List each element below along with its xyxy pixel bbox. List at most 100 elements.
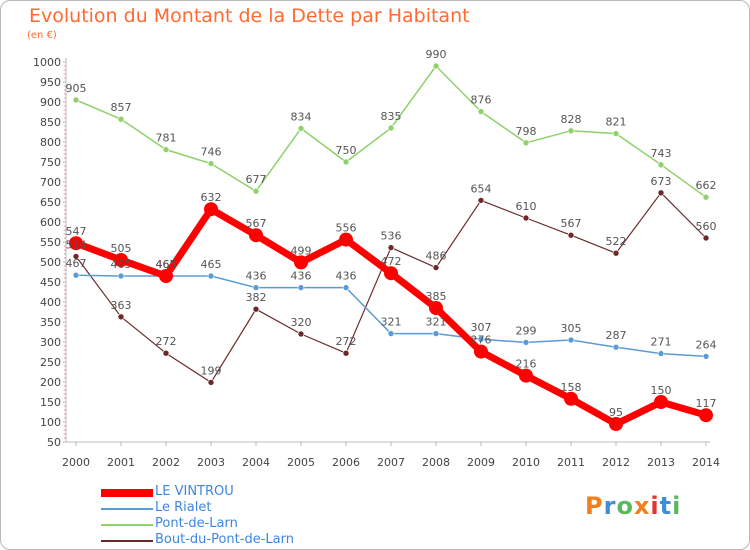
data-point <box>207 160 215 167</box>
x-tick-label: 2004 <box>242 456 270 469</box>
data-label: 271 <box>651 336 672 349</box>
data-label: 673 <box>651 175 672 188</box>
data-point <box>69 236 83 251</box>
data-label: 662 <box>696 179 717 192</box>
x-tick-label: 2011 <box>557 456 585 469</box>
data-label: 287 <box>606 329 627 342</box>
data-point <box>567 336 575 344</box>
data-point <box>162 349 170 357</box>
data-label: 320 <box>291 316 312 329</box>
data-point <box>114 253 128 267</box>
legend-swatch <box>101 508 153 510</box>
y-tick-label: 950 <box>40 76 61 89</box>
logo-letter: x <box>633 492 651 520</box>
data-label: 536 <box>381 230 402 243</box>
data-label: 750 <box>336 144 357 157</box>
data-point <box>432 62 440 70</box>
data-point <box>429 301 443 315</box>
data-point <box>342 158 350 166</box>
x-tick-label: 2009 <box>467 456 495 469</box>
legend-label: Pont-de-Larn <box>155 516 238 531</box>
data-label: 857 <box>111 101 132 114</box>
data-point <box>294 255 308 270</box>
data-point <box>339 232 353 247</box>
data-point <box>657 189 665 197</box>
y-tick-label: 350 <box>40 316 61 329</box>
data-label: 117 <box>696 397 717 410</box>
data-point <box>342 284 350 291</box>
legend-swatch <box>101 524 153 526</box>
data-point <box>522 339 530 346</box>
legend-label: Le Rialet <box>155 500 212 515</box>
y-tick-label: 50 <box>47 436 61 449</box>
data-point <box>117 115 125 123</box>
logo-letter: t <box>659 492 673 520</box>
data-point <box>297 125 305 132</box>
data-label: 436 <box>336 270 357 283</box>
data-point <box>252 187 260 195</box>
data-label: 654 <box>471 182 492 195</box>
logo-letter: i <box>672 492 682 520</box>
y-tick-label: 100 <box>40 416 61 429</box>
data-point <box>387 124 395 132</box>
data-label: 514 <box>66 238 87 251</box>
data-point <box>657 350 665 357</box>
data-label: 486 <box>426 250 447 263</box>
data-label: 798 <box>516 125 537 138</box>
x-tick-label: 2000 <box>62 456 90 469</box>
data-point <box>342 349 350 357</box>
y-tick-label: 550 <box>40 236 61 249</box>
data-point <box>564 391 578 406</box>
data-point <box>207 272 215 280</box>
data-point <box>72 253 80 260</box>
data-point <box>117 313 125 321</box>
proxiti-logo: Proxiti <box>585 492 681 520</box>
data-point <box>477 335 485 343</box>
data-label: 560 <box>696 220 717 233</box>
data-label: 465 <box>156 258 177 271</box>
data-label: 610 <box>516 200 537 213</box>
x-tick-label: 2014 <box>692 456 720 469</box>
logo-letter: i <box>650 492 660 520</box>
data-label: 199 <box>201 364 222 377</box>
data-point <box>477 108 485 115</box>
data-label: 522 <box>606 235 627 248</box>
data-point <box>252 284 260 291</box>
data-point <box>522 139 530 147</box>
series-line <box>75 192 707 383</box>
legend-label: LE VINTROU <box>155 484 234 499</box>
data-point <box>702 353 710 360</box>
data-label: 834 <box>291 110 312 123</box>
data-point <box>207 379 215 386</box>
data-label: 385 <box>426 290 447 303</box>
chart-unit-label: (en €) <box>27 30 57 41</box>
data-point <box>204 202 218 217</box>
data-label: 743 <box>651 147 672 160</box>
x-tick-label: 2005 <box>287 456 315 469</box>
x-tick-label: 2006 <box>332 456 360 469</box>
data-label: 363 <box>111 299 132 312</box>
data-label: 216 <box>516 358 537 371</box>
data-label: 264 <box>696 338 717 351</box>
data-label: 150 <box>651 384 672 397</box>
data-point <box>162 146 170 153</box>
data-label: 299 <box>516 324 537 337</box>
data-label: 465 <box>156 258 177 271</box>
data-point <box>387 330 395 337</box>
data-label: 677 <box>246 173 267 186</box>
data-label: 276 <box>471 334 492 347</box>
data-point <box>297 330 305 338</box>
logo-letter: P <box>585 492 604 520</box>
y-tick-label: 150 <box>40 396 61 409</box>
data-point <box>702 234 710 242</box>
data-label: 305 <box>561 322 582 335</box>
y-tick-label: 800 <box>40 136 61 149</box>
data-label: 436 <box>246 270 267 283</box>
data-point <box>702 193 710 201</box>
data-label: 272 <box>156 335 177 348</box>
x-tick-label: 2012 <box>602 456 630 469</box>
data-point <box>612 249 620 257</box>
y-tick-label: 750 <box>40 156 61 169</box>
